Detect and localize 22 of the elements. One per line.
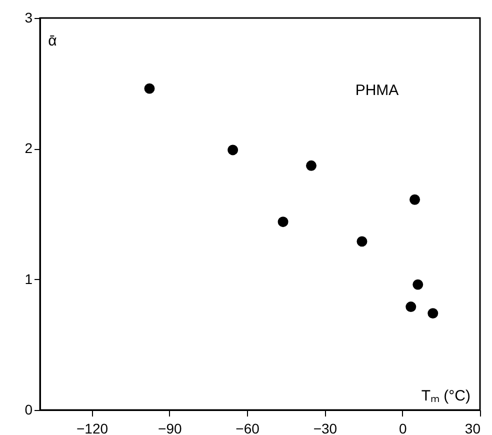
point (356, 236, 368, 247)
point (406, 302, 416, 312)
x-axis-title: Tₘ (°C) (421, 388, 470, 404)
point (228, 144, 238, 156)
x-tick-label: 30 (464, 420, 481, 435)
point (410, 194, 420, 205)
y-tick-label: 0 (24, 402, 33, 418)
point (144, 83, 155, 94)
y-tick-label: 2 (24, 140, 33, 156)
x-tick-label: −90 (158, 420, 182, 435)
y-axis-title: ᾱ (48, 32, 58, 50)
point (278, 216, 288, 228)
x-tick-label: −60 (236, 420, 260, 435)
x-tick-label: −30 (313, 420, 338, 435)
y-tick-label: 1 (24, 270, 33, 287)
point (428, 308, 438, 319)
x-tick-label: −120 (76, 420, 108, 435)
x-tick-label: 0 (398, 420, 407, 435)
point (412, 279, 424, 290)
annotation: PHMA (355, 82, 399, 99)
y-tick-label: 3 (24, 10, 33, 26)
point (306, 160, 316, 171)
